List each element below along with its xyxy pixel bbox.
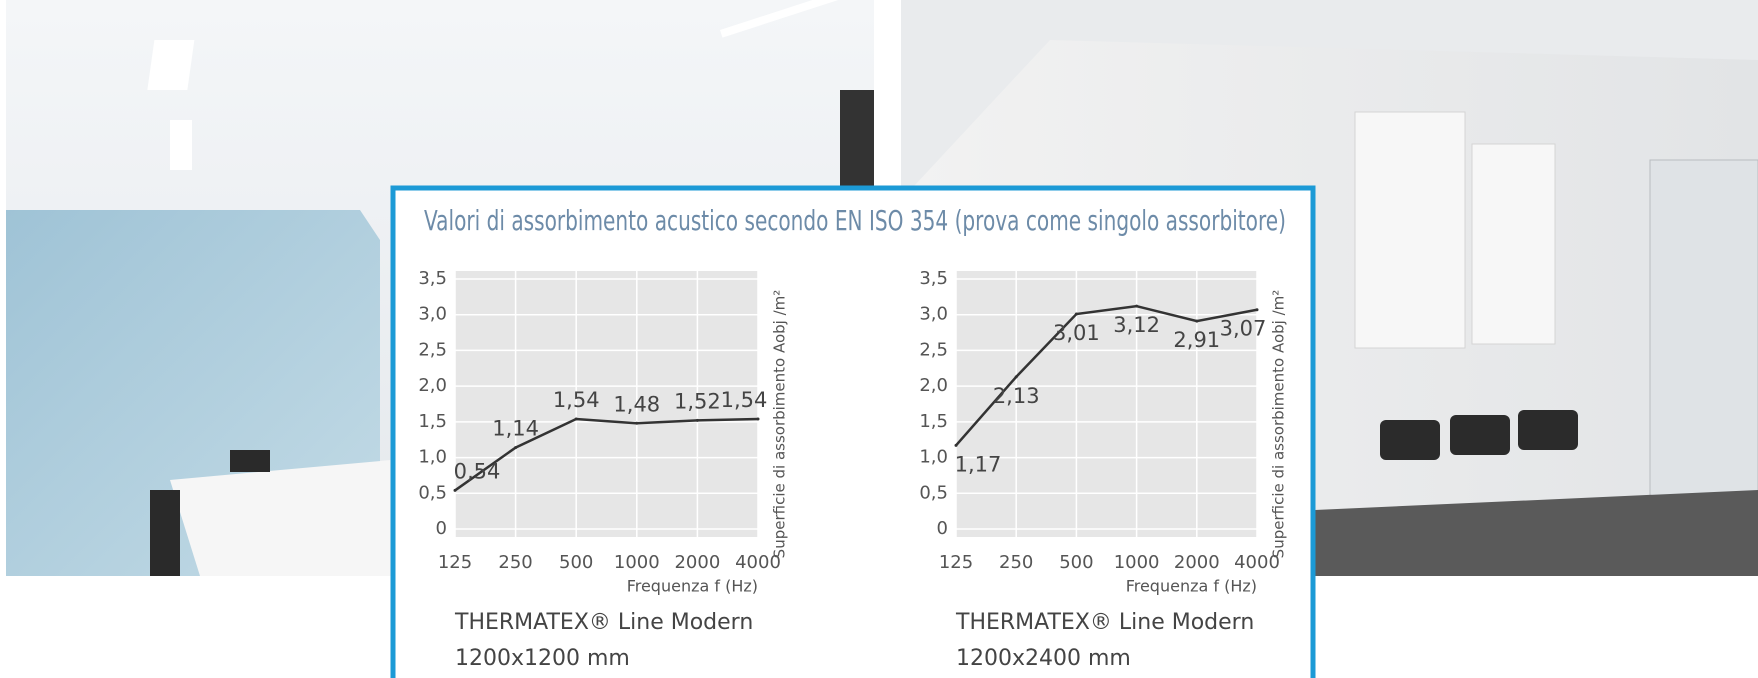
value-label: 1,48	[613, 392, 660, 416]
value-label: 2,91	[1173, 328, 1220, 352]
product-size: 1200x1200 mm	[455, 646, 630, 671]
x-tick-label: 4000	[1234, 552, 1280, 573]
value-label: 3,12	[1113, 313, 1160, 337]
y-tick-label: 2,5	[418, 339, 447, 360]
product-name: THERMATEX® Line Modern	[955, 610, 1254, 635]
y-tick-label: 1,0	[418, 447, 447, 468]
data-line	[454, 417, 759, 492]
data-point	[635, 421, 639, 425]
value-label: 1,17	[955, 452, 1002, 476]
data-point	[954, 443, 958, 447]
x-tick-label: 250	[498, 552, 532, 573]
y-tick-label: 3,0	[418, 304, 447, 325]
y-tick-label: 0,5	[919, 482, 948, 503]
value-label: 0,54	[454, 459, 501, 483]
data-point	[756, 417, 760, 421]
x-axis-label: Frequenza f (Hz)	[627, 577, 758, 596]
data-point	[1195, 319, 1199, 323]
value-label: 1,54	[553, 388, 600, 412]
data-point	[1074, 312, 1078, 316]
y-tick-label: 3,5	[919, 268, 948, 289]
y-tick-label: 2,5	[919, 339, 948, 360]
y-tick-label: 3,5	[418, 268, 447, 289]
panel-title: Valori di assorbimento acustico secondo …	[424, 204, 1286, 237]
data-point	[574, 417, 578, 421]
x-axis-label: Frequenza f (Hz)	[1126, 577, 1257, 596]
value-label: 3,01	[1053, 321, 1100, 345]
y-tick-label: 1,5	[418, 411, 447, 432]
y-tick-label: 0	[436, 518, 447, 539]
data-line	[955, 304, 1258, 447]
x-tick-label: 4000	[735, 552, 781, 573]
x-tick-label: 1000	[614, 552, 660, 573]
x-tick-label: 125	[939, 552, 973, 573]
value-label: 1,54	[721, 388, 768, 412]
x-tick-label: 500	[1059, 552, 1093, 573]
product-name: THERMATEX® Line Modern	[454, 610, 753, 635]
x-tick-label: 2000	[1174, 552, 1220, 573]
value-label: 1,14	[492, 417, 539, 441]
data-point	[1014, 375, 1018, 379]
x-tick-label: 500	[559, 552, 593, 573]
y-tick-label: 2,0	[919, 375, 948, 396]
y-tick-label: 1,5	[919, 411, 948, 432]
data-point	[695, 418, 699, 422]
data-point	[514, 446, 518, 450]
value-label: 3,07	[1220, 317, 1267, 341]
value-label: 1,52	[674, 389, 721, 413]
x-tick-label: 250	[999, 552, 1033, 573]
y-tick-label: 0,5	[418, 482, 447, 503]
y-tick-label: 3,0	[919, 304, 948, 325]
data-point	[1255, 308, 1259, 312]
x-tick-label: 125	[438, 552, 472, 573]
y-tick-label: 0	[937, 518, 948, 539]
y-tick-label: 1,0	[919, 447, 948, 468]
x-tick-label: 1000	[1114, 552, 1160, 573]
data-point	[453, 488, 457, 492]
data-point	[1135, 304, 1139, 308]
product-size: 1200x2400 mm	[956, 646, 1131, 671]
x-tick-label: 2000	[674, 552, 720, 573]
value-label: 2,13	[993, 384, 1040, 408]
y-axis-label: Superficie di assorbimento Aobj /m²	[771, 290, 789, 559]
y-axis-label: Superficie di assorbimento Aobj /m²	[1270, 290, 1288, 559]
y-tick-label: 2,0	[418, 375, 447, 396]
